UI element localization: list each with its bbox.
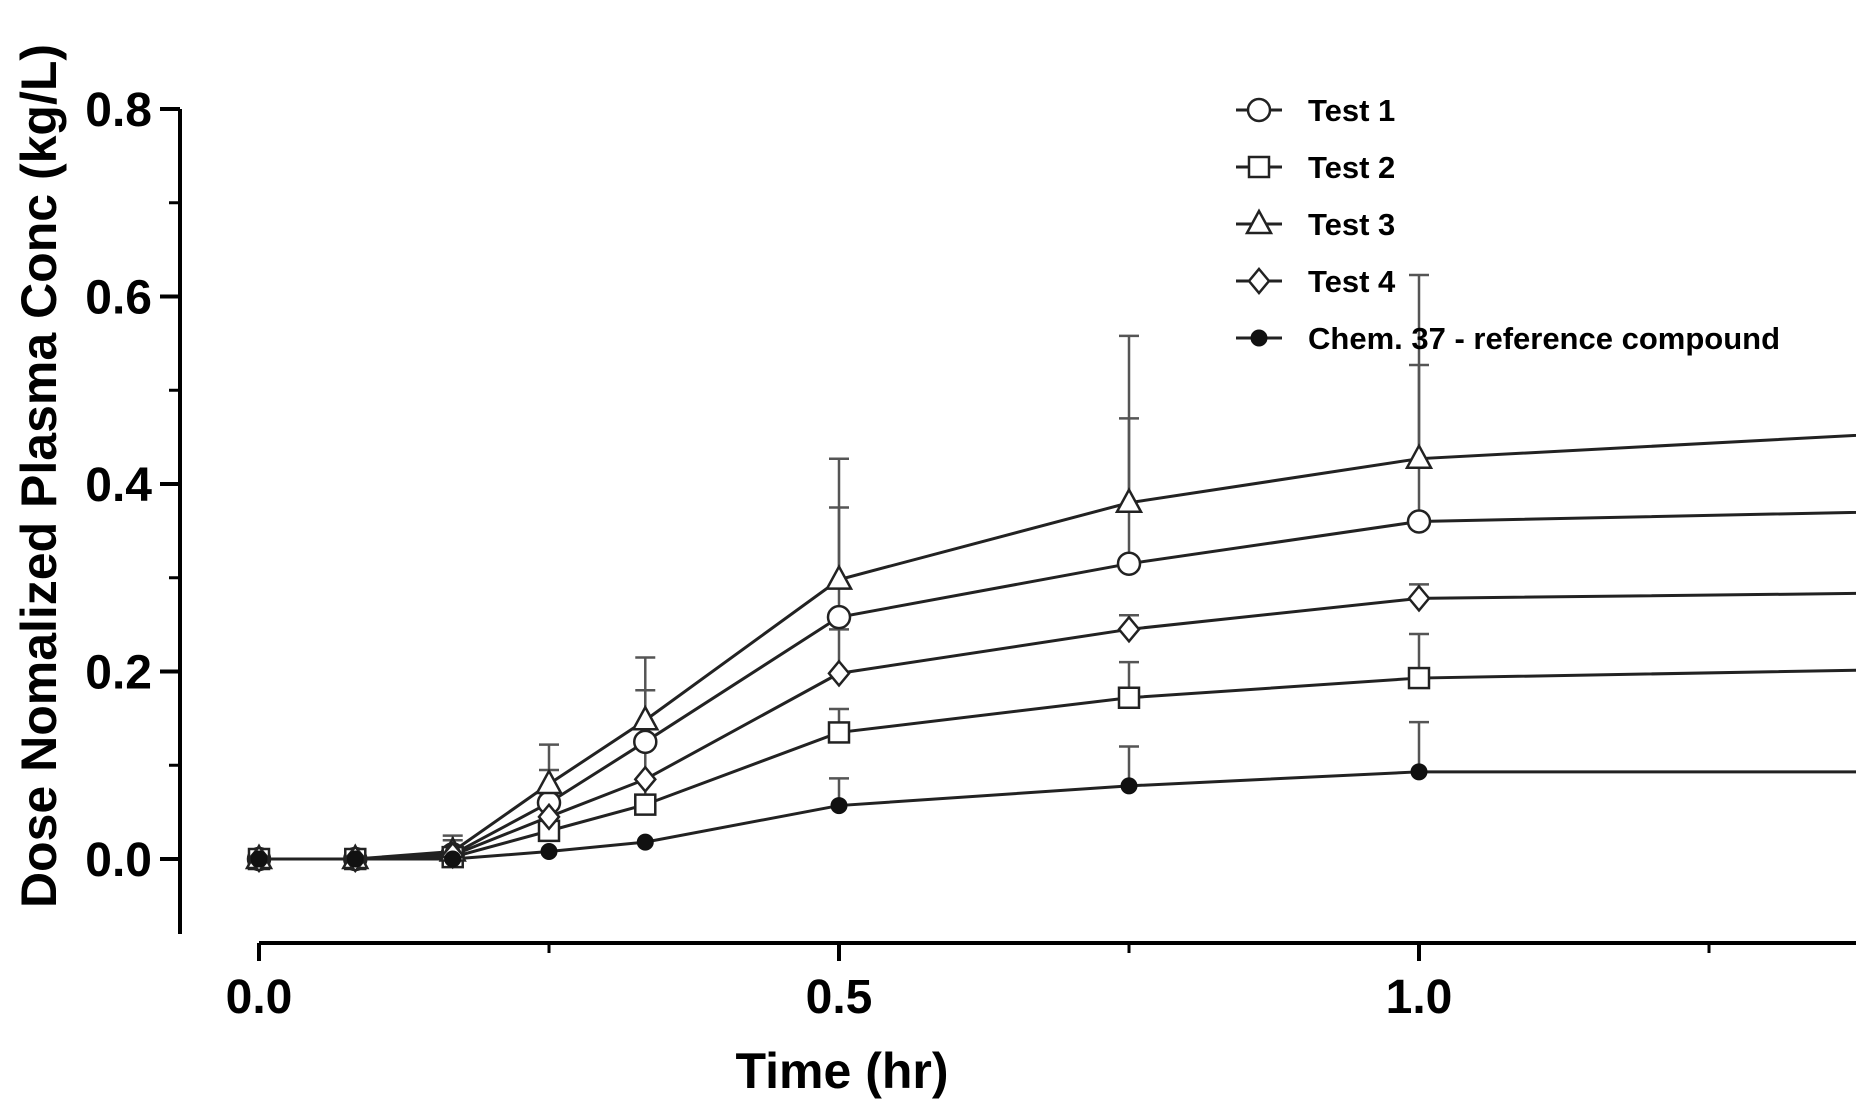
data-point (1407, 584, 1431, 613)
error-bars (442, 273, 1429, 858)
series-line-3 (259, 433, 1856, 861)
series-line-4 (259, 591, 1856, 861)
y-axis-title: Dose Nomalized Plasma Conc (kg/L) (11, 44, 67, 908)
data-point (250, 850, 268, 868)
data-point (346, 850, 364, 868)
data-point (537, 802, 561, 831)
y-tick-label: 0.2 (85, 647, 152, 700)
data-point (824, 564, 854, 590)
data-point (633, 729, 658, 755)
series-lines (259, 433, 1856, 861)
x-tick-label: 1.0 (1386, 971, 1453, 1024)
legend-label: Test 2 (1308, 150, 1395, 185)
data-point (636, 833, 654, 851)
series-line-1 (259, 510, 1856, 861)
data-point (1406, 509, 1432, 534)
legend-marker (1247, 155, 1271, 179)
y-tick-label: 0.6 (85, 272, 152, 325)
data-point (827, 659, 851, 688)
data-point (1116, 551, 1142, 576)
data-point (1120, 777, 1138, 795)
data-point (1114, 487, 1144, 513)
data-point (1407, 666, 1431, 690)
legend-marker (1247, 267, 1271, 295)
legend-label: Test 1 (1308, 93, 1395, 128)
x-tick-label: 0.0 (226, 971, 293, 1024)
data-point (631, 704, 660, 731)
legend-label: Test 4 (1308, 264, 1396, 299)
data-point (826, 604, 852, 630)
data-point (830, 797, 848, 815)
legend: Test 1 Test 2 Test 3 Test 4 Chem. 37 - refer… (1236, 93, 1780, 356)
y-tick-label: 0.4 (85, 459, 152, 512)
data-point (540, 843, 558, 860)
data-point (444, 850, 462, 868)
data-point (633, 765, 657, 794)
data-point (827, 721, 851, 744)
data-point (634, 793, 657, 816)
data-point (1404, 443, 1434, 469)
data-point (1410, 763, 1428, 781)
legend-marker (1244, 208, 1274, 235)
legend-marker (1250, 329, 1268, 347)
x-tick-label: 0.5 (806, 971, 873, 1024)
series-line-5 (259, 770, 1856, 861)
series-markers (244, 443, 1434, 873)
x-axis-title: Time (hr) (736, 1043, 949, 1099)
data-point (1117, 615, 1141, 644)
legend-label: Test 3 (1308, 207, 1395, 242)
data-point (1117, 686, 1141, 709)
legend-marker (1246, 97, 1272, 123)
data-point (534, 768, 564, 795)
axes: 0.00.20.40.60.80.00.51.01.52.0 (85, 84, 1856, 1024)
y-tick-label: 0.0 (85, 834, 152, 887)
y-tick-label: 0.8 (85, 84, 152, 137)
legend-label: Chem. 37 - reference compound (1308, 321, 1780, 356)
